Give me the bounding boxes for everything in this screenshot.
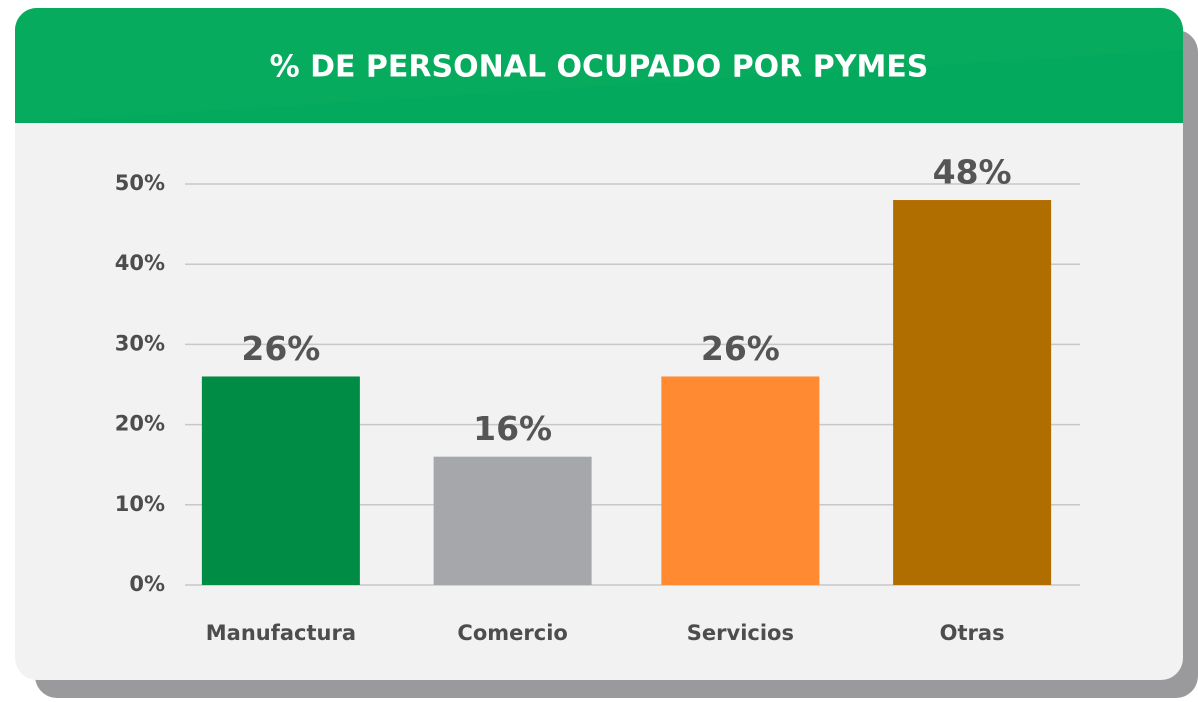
bar bbox=[661, 376, 820, 585]
bar bbox=[893, 200, 1052, 586]
bar bbox=[201, 376, 360, 585]
value-label: 16% bbox=[473, 409, 552, 448]
y-tick-label: 30% bbox=[115, 331, 165, 355]
y-tick-label: 0% bbox=[129, 572, 165, 596]
chart-title: % DE PERSONAL OCUPADO POR PYMES bbox=[270, 50, 929, 85]
y-tick-label: 10% bbox=[115, 492, 165, 516]
value-label: 48% bbox=[933, 153, 1012, 192]
x-tick-label: Servicios bbox=[687, 621, 794, 645]
y-tick-label: 50% bbox=[115, 171, 165, 195]
x-tick-label: Manufactura bbox=[206, 621, 356, 645]
value-label: 26% bbox=[701, 329, 780, 368]
bar bbox=[433, 456, 592, 585]
y-tick-label: 40% bbox=[115, 251, 165, 275]
x-tick-label: Comercio bbox=[457, 621, 567, 645]
header-shade bbox=[15, 8, 1183, 123]
x-tick-label: Otras bbox=[940, 621, 1005, 645]
value-label: 26% bbox=[241, 329, 320, 368]
y-tick-label: 20% bbox=[115, 412, 165, 436]
